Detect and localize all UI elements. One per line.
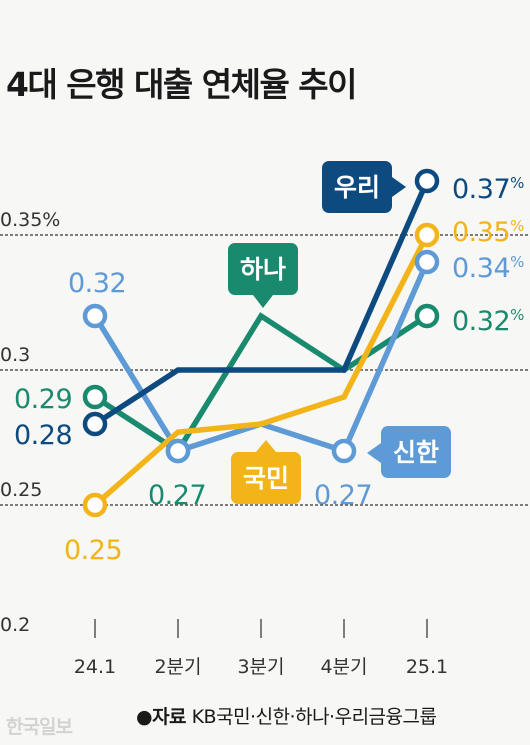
- data-point-국민: [414, 222, 440, 248]
- legend-callout-하나: 하나: [228, 243, 298, 308]
- callout-box: [228, 243, 298, 295]
- data-point-신한: [414, 249, 440, 275]
- publisher-watermark: 한국일보: [6, 716, 73, 738]
- data-point-신한: [165, 438, 191, 464]
- series-line-국민: [93, 233, 430, 508]
- callout-pointer: [256, 440, 276, 452]
- source-text: KB국민·신한·하나·우리금융그룹: [191, 706, 437, 728]
- callout-pointer: [367, 443, 381, 463]
- data-point-신한: [82, 303, 108, 329]
- value-label-신한-mid: 0.27: [314, 480, 372, 511]
- value-label-하나-mid: 0.27: [148, 480, 206, 511]
- callout-box: [322, 161, 392, 213]
- data-point-우리: [414, 168, 440, 194]
- x-tick-label: 25.1: [406, 656, 448, 678]
- data-point-국민: [82, 492, 108, 518]
- x-tick-label: 4분기: [320, 656, 367, 678]
- callout-pointer: [253, 295, 273, 308]
- data-point-하나: [414, 303, 440, 329]
- source-note: ●자료 KB국민·신한·하나·우리금융그룹: [136, 702, 437, 729]
- y-tick-label: 0.35%: [0, 209, 60, 231]
- source-prefix: ●자료: [136, 706, 187, 728]
- x-tick-label: 2분기: [154, 656, 201, 678]
- chart-title: 4대 은행 대출 연체율 추이: [6, 65, 358, 104]
- legend-label-하나: 하나: [240, 255, 286, 284]
- callout-box: [381, 426, 451, 478]
- callout-box: [231, 452, 301, 504]
- series-line-우리: [93, 179, 430, 427]
- callout-pointer: [392, 177, 406, 197]
- y-tick-label: 0.2: [0, 614, 30, 636]
- data-point-신한: [331, 438, 357, 464]
- legend-label-신한: 신한: [393, 438, 439, 467]
- value-label-국민-end: 0.35%: [452, 217, 524, 248]
- value-label-우리-end: 0.37%: [452, 174, 524, 205]
- value-label-하나-end: 0.32%: [452, 306, 524, 337]
- y-tick-label: 0.25: [0, 479, 42, 501]
- y-tick-label: 0.3: [0, 344, 30, 366]
- x-tick-label: 24.1: [74, 656, 116, 678]
- legend-label-우리: 우리: [334, 173, 380, 202]
- legend-callout-우리: 우리: [322, 161, 406, 213]
- x-axis: 24.1 2분기 3분기 4분기 25.1: [74, 619, 448, 678]
- legend-label-국민: 국민: [243, 464, 289, 493]
- value-label-신한-start: 0.32: [68, 268, 126, 299]
- data-point-하나: [82, 384, 108, 410]
- value-label-하나-start: 0.29: [14, 384, 72, 415]
- legend-callout-국민: 국민: [231, 440, 301, 504]
- series-line-하나: [93, 312, 429, 455]
- value-label-신한-end: 0.34%: [452, 253, 524, 284]
- value-label-우리-start: 0.28: [14, 420, 72, 451]
- value-label-국민-start: 0.25: [64, 535, 122, 566]
- data-point-우리: [82, 411, 108, 437]
- x-tick-label: 3분기: [237, 656, 284, 678]
- legend-callout-신한: 신한: [367, 426, 451, 478]
